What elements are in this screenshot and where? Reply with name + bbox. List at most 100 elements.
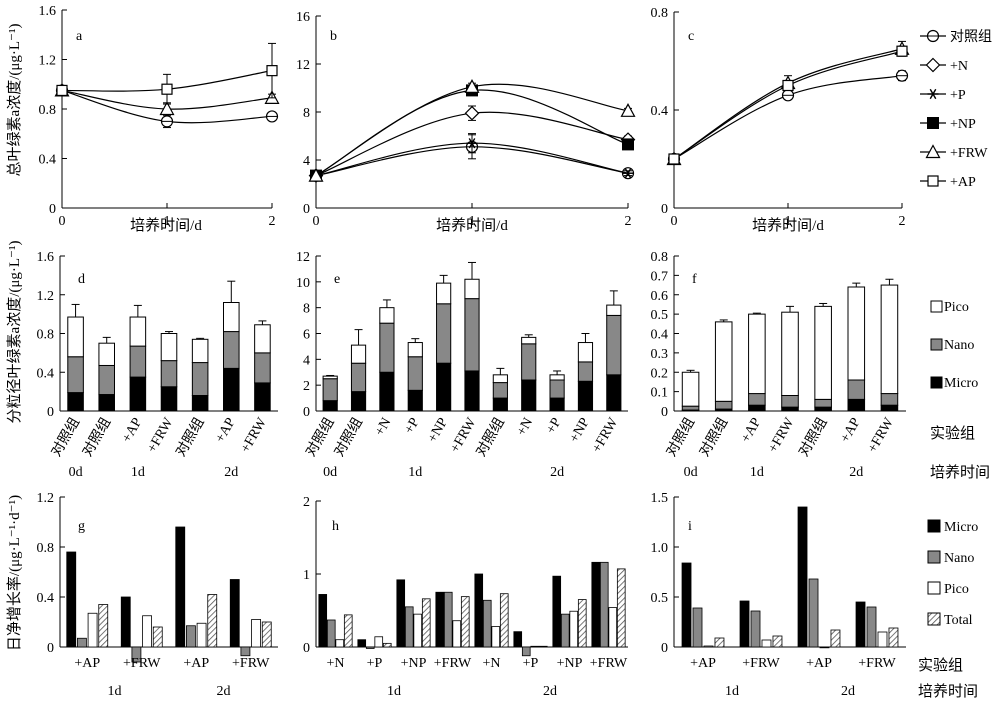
data-point (308, 167, 324, 182)
y-tick-label: 0.4 (651, 104, 669, 119)
category-label: +FRW (766, 415, 798, 456)
bar-total (888, 627, 899, 648)
legend-marker (927, 88, 939, 100)
bar-micro (175, 526, 186, 648)
category-label: 对照组 (331, 415, 366, 459)
series-+FRW (308, 79, 636, 182)
bar-nano (492, 382, 508, 399)
bar-nano (326, 619, 336, 648)
day-group-label: 1d (387, 684, 401, 699)
x-tick-label: 0 (313, 214, 320, 229)
data-point (782, 79, 794, 92)
bar-micro (318, 594, 328, 648)
legend-marker (925, 57, 941, 73)
category-label: +FRW (590, 656, 628, 671)
bar-nano (521, 646, 531, 657)
bar-nano (98, 364, 116, 396)
legend-item: +P (920, 88, 966, 103)
category-label: +N (326, 656, 344, 671)
y-tick-label: 8 (303, 302, 310, 317)
bar-micro (681, 562, 692, 648)
bar-micro (549, 397, 565, 412)
x-axis-label-a: 培养时间/d (130, 217, 202, 234)
category-label: +AP (213, 415, 239, 445)
series-line (673, 48, 903, 160)
legend-marker (927, 175, 939, 187)
legend-item: Micro (927, 519, 978, 535)
series-line (673, 50, 903, 160)
category-label: +NP (401, 656, 427, 671)
bar-total (382, 642, 392, 648)
y-tick-label: 8 (303, 106, 310, 121)
bar-nano (67, 356, 84, 394)
bar-pico (160, 333, 178, 362)
bar-micro (814, 406, 832, 412)
panel-c: c 0 0.4 0.8 0 1 2 (651, 6, 910, 229)
series-+FRW (666, 40, 910, 166)
bar-nano (521, 343, 537, 381)
legend-label: Pico (944, 300, 969, 315)
bar-pico (814, 305, 832, 400)
y-tick-label: 2 (303, 495, 310, 510)
bar-pico (464, 278, 480, 300)
bar-nano (748, 393, 766, 406)
data-point (896, 45, 908, 57)
bar-nano (131, 646, 142, 663)
category-label: +FRW (590, 415, 622, 456)
legend-row2: Pico Nano Micro (930, 300, 978, 391)
y-tick-label: 0.4 (651, 328, 669, 343)
panel-label: d (78, 272, 85, 287)
legend-item: +NP (920, 117, 976, 132)
category-label: +P (544, 415, 565, 436)
category-label: 对照组 (79, 415, 114, 459)
bar-pico (142, 615, 152, 648)
legend-label: Pico (944, 582, 969, 597)
y-tick-label: 0.3 (651, 347, 669, 362)
bar-nano (464, 298, 480, 372)
day-group-label: 2d (849, 465, 863, 480)
data-point (622, 138, 634, 151)
legend-swatch (930, 300, 943, 313)
y-tick-label: 0.7 (651, 269, 669, 284)
bar-micro (191, 395, 209, 412)
legend-item: Micro (930, 376, 978, 391)
legend-label: +FRW (950, 146, 988, 161)
legend-item: 对照组 (920, 29, 992, 45)
bar-pico (335, 639, 345, 648)
bar-nano (577, 361, 594, 382)
bar-pico (877, 631, 888, 648)
time-axis-label-row2: 培养时间 (930, 464, 990, 481)
bar-nano (866, 606, 877, 648)
bar-nano (404, 606, 414, 648)
x-tick-label: 0 (59, 214, 66, 229)
y-axis-label-row3: 日净增长率/(μg·L⁻¹·d⁻¹) (6, 495, 23, 651)
bar-pico (577, 342, 594, 363)
legend-item: Nano (927, 550, 974, 566)
panel-label: h (332, 519, 339, 534)
bar-pico (521, 336, 537, 345)
category-label: +N (482, 656, 500, 671)
y-tick-label: 4 (303, 154, 310, 169)
data-point (668, 153, 680, 165)
bar-micro (322, 400, 338, 412)
panel-label: a (76, 29, 83, 44)
panel-h: h 0 1 2 +N +P +NP +FRW +N +P +NP +FRW 1d 2d (303, 495, 628, 699)
panel-label: g (78, 519, 85, 534)
bar-pico (681, 371, 700, 407)
category-label: 对照组 (473, 415, 508, 459)
bar-nano (379, 322, 395, 373)
bar-nano (186, 625, 196, 648)
bar-nano (599, 561, 609, 648)
category-label: 对照组 (696, 415, 731, 459)
bar-pico (251, 619, 261, 648)
bar-nano (847, 379, 866, 400)
bar-total (830, 629, 841, 648)
y-tick-label: 1.2 (37, 289, 55, 304)
bar-micro (847, 398, 866, 412)
y-tick-label: 12 (296, 250, 310, 265)
day-group-label: 2d (217, 684, 231, 699)
bar-total (343, 614, 353, 648)
y-tick-label: 0 (47, 405, 54, 420)
bar-micro (129, 376, 147, 412)
